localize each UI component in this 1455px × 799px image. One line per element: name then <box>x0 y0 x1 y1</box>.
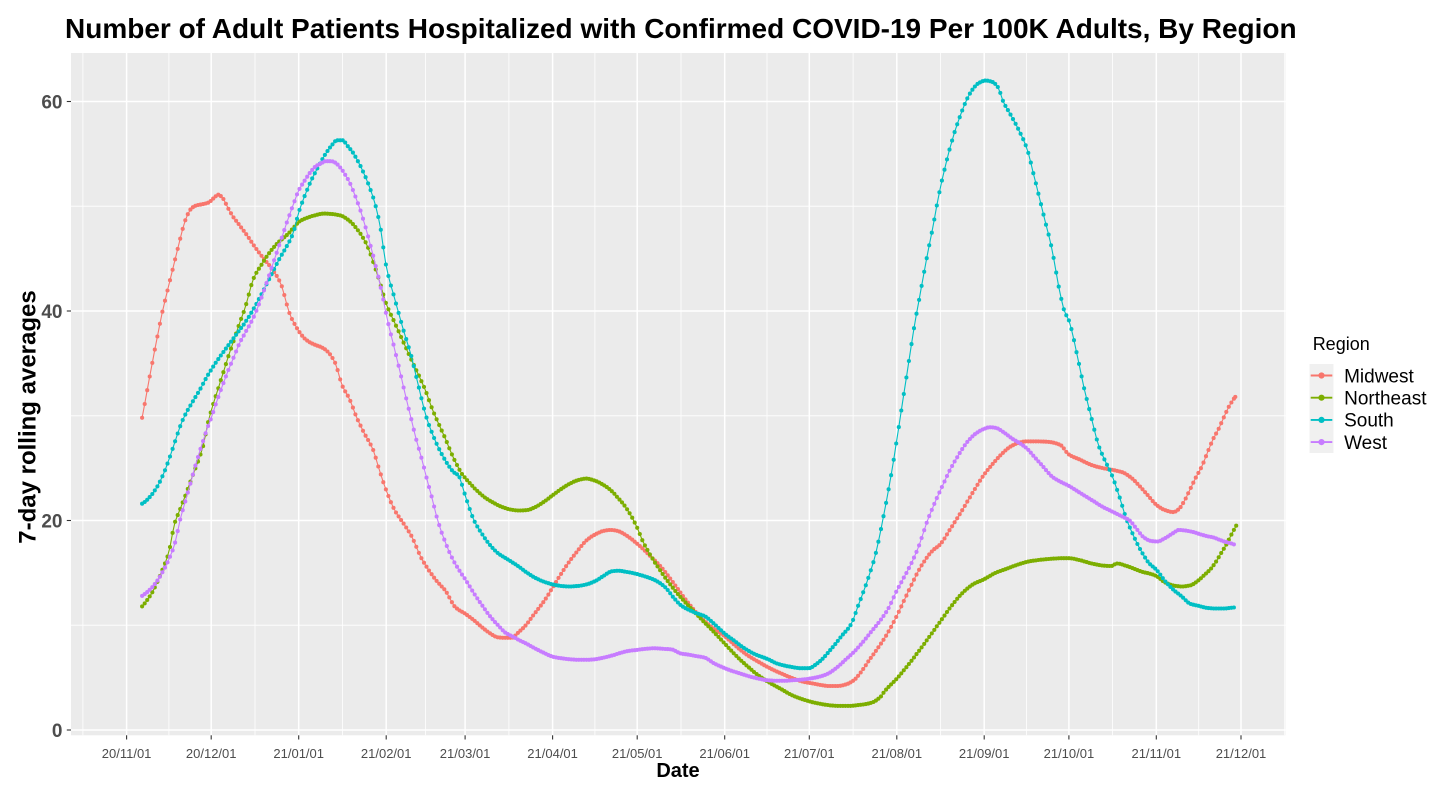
svg-text:20: 20 <box>41 511 62 532</box>
svg-text:60: 60 <box>41 92 62 113</box>
svg-text:Midwest: Midwest <box>1344 366 1414 387</box>
svg-text:21/02/01: 21/02/01 <box>361 746 412 761</box>
svg-text:21/07/01: 21/07/01 <box>784 746 835 761</box>
svg-text:20/12/01: 20/12/01 <box>186 746 237 761</box>
svg-text:21/03/01: 21/03/01 <box>440 746 491 761</box>
svg-text:21/09/01: 21/09/01 <box>959 746 1010 761</box>
svg-text:21/11/01: 21/11/01 <box>1131 746 1181 761</box>
svg-text:21/06/01: 21/06/01 <box>699 746 750 761</box>
svg-text:21/10/01: 21/10/01 <box>1044 746 1095 761</box>
svg-text:South: South <box>1344 411 1394 432</box>
svg-text:Northeast: Northeast <box>1344 389 1427 410</box>
svg-text:21/12/01: 21/12/01 <box>1216 746 1267 761</box>
svg-text:40: 40 <box>41 302 62 323</box>
svg-text:21/01/01: 21/01/01 <box>273 746 324 761</box>
svg-text:21/04/01: 21/04/01 <box>527 746 578 761</box>
svg-text:Number of Adult Patients Hospi: Number of Adult Patients Hospitalized wi… <box>65 13 1297 44</box>
svg-text:7-day rolling averages: 7-day rolling averages <box>15 290 42 543</box>
svg-text:West: West <box>1344 433 1388 454</box>
svg-text:Date: Date <box>656 760 699 782</box>
svg-text:21/05/01: 21/05/01 <box>612 746 663 761</box>
svg-text:21/08/01: 21/08/01 <box>871 746 922 761</box>
svg-text:20/11/01: 20/11/01 <box>102 746 152 761</box>
svg-text:0: 0 <box>52 721 63 742</box>
svg-text:Region: Region <box>1313 334 1370 354</box>
